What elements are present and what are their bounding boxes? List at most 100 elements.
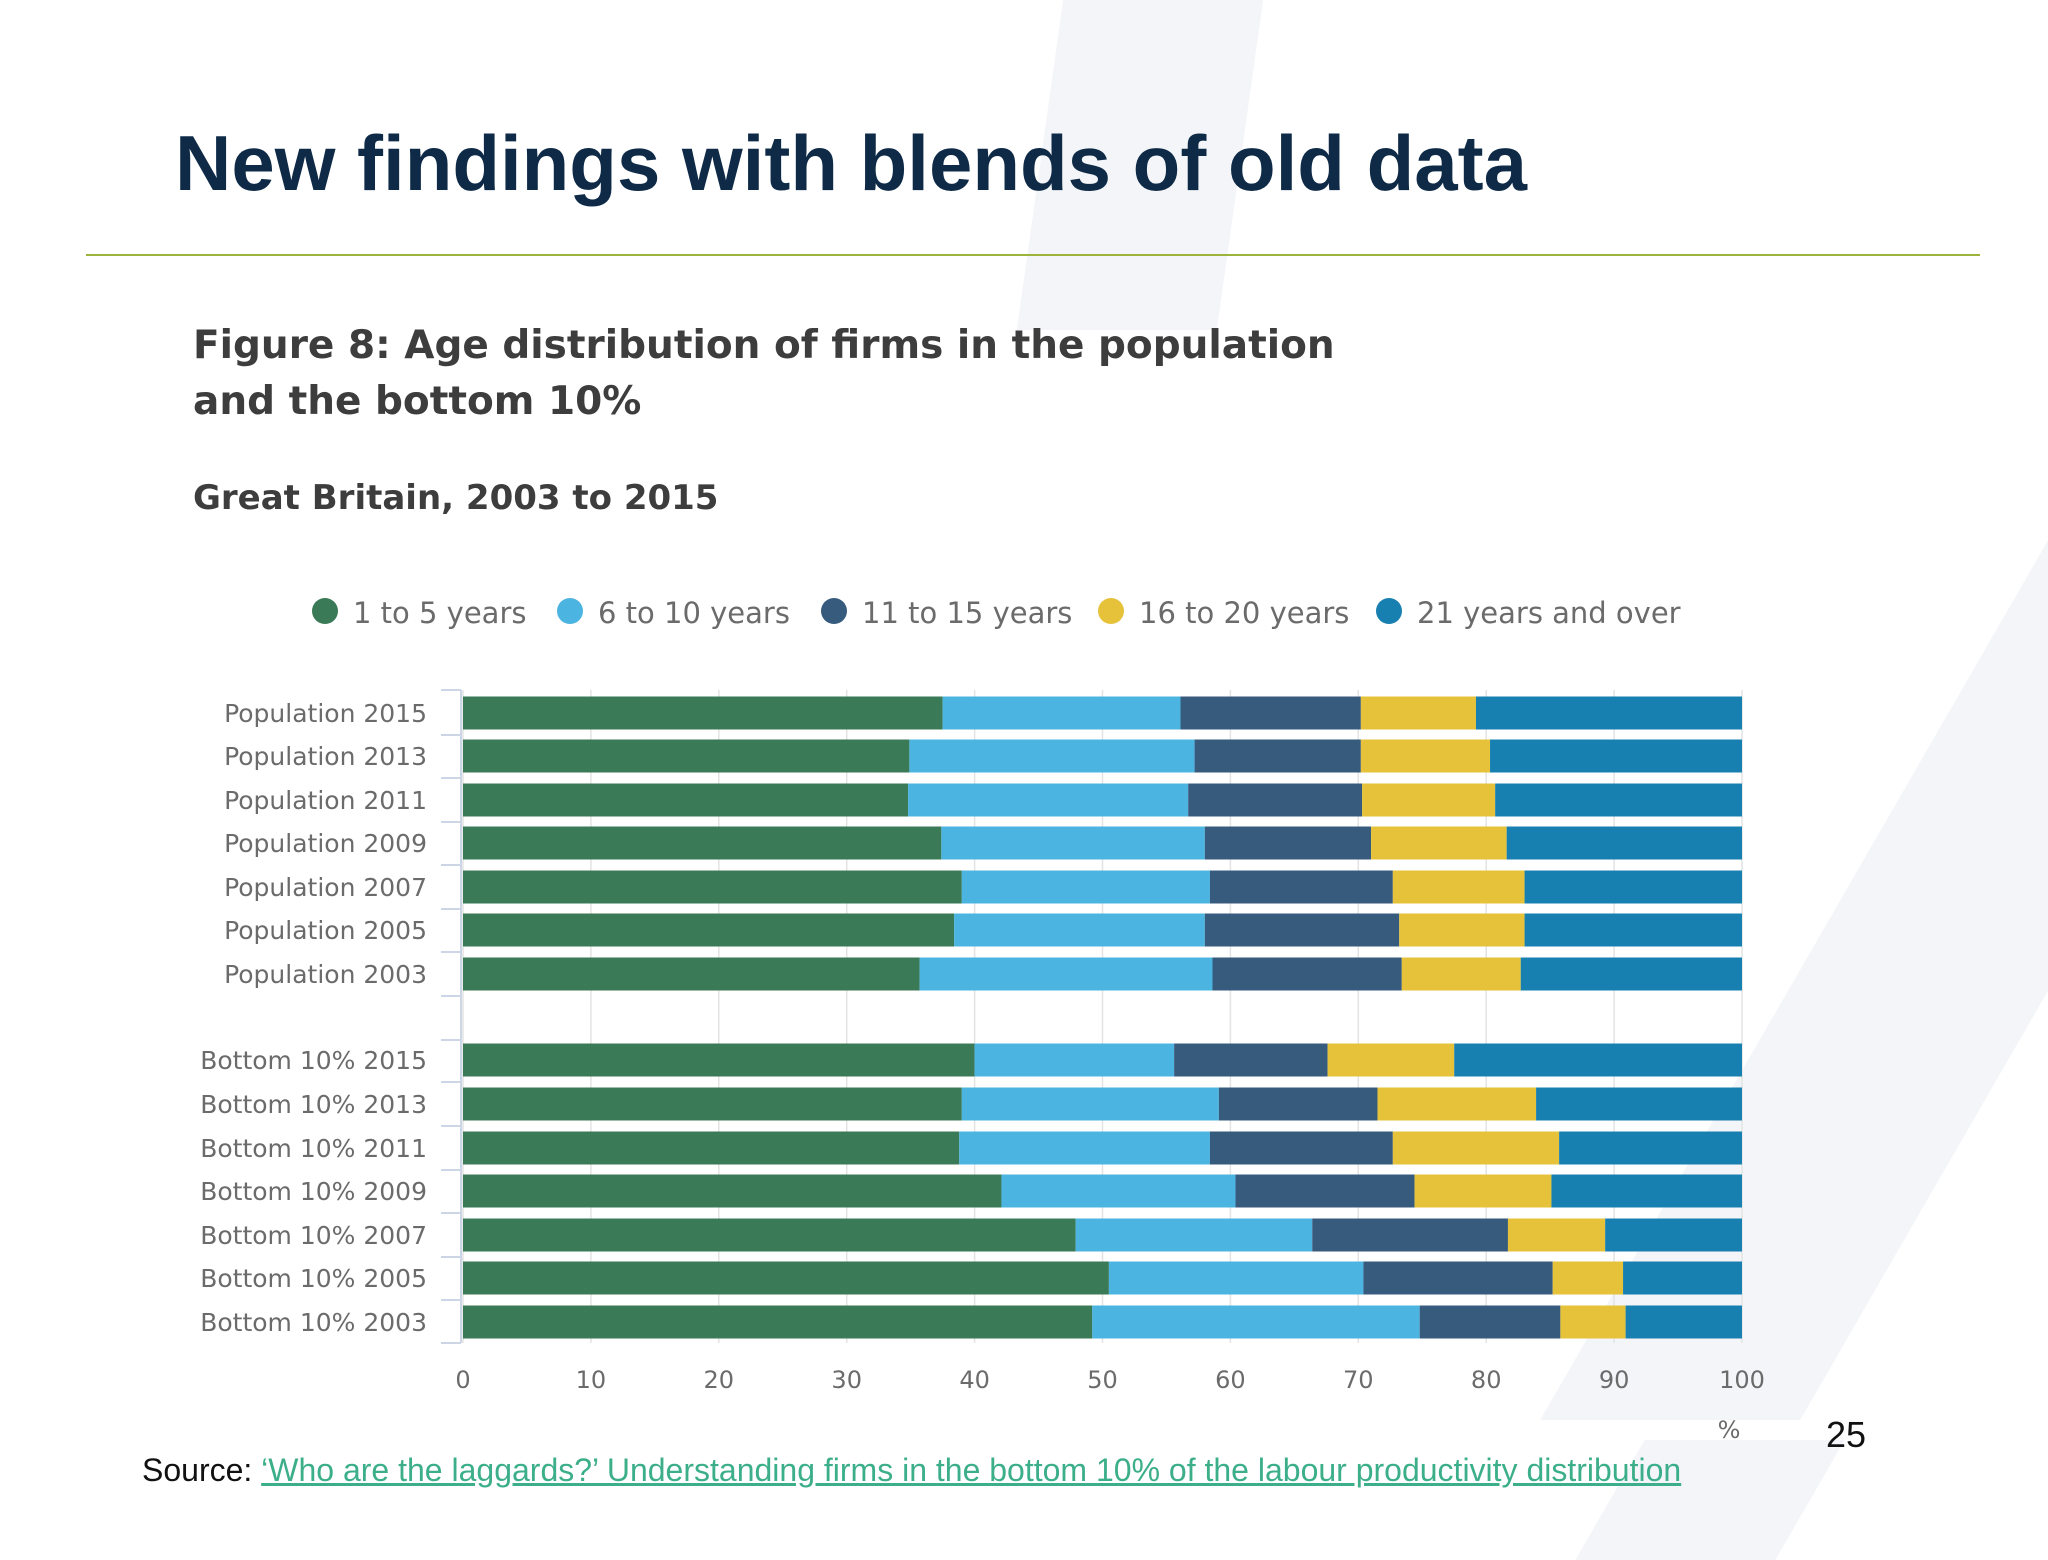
source-note: Source: ‘Who are the laggards?’ Understa… — [142, 1452, 1681, 1489]
bar-segment — [961, 1087, 1219, 1121]
x-tick-label: 70 — [1343, 1366, 1374, 1394]
category-label: Bottom 10% 2009 — [200, 1177, 427, 1206]
category-label: Bottom 10% 2007 — [200, 1221, 427, 1250]
legend-marker — [1098, 598, 1124, 624]
bar-segment — [1414, 1174, 1552, 1208]
bar-segment — [463, 1131, 960, 1165]
x-tick-label: 80 — [1471, 1366, 1502, 1394]
bar-segment — [1204, 913, 1400, 947]
category-label: Bottom 10% 2013 — [200, 1090, 427, 1119]
bar-segment — [463, 696, 943, 730]
bar-segment — [942, 696, 1181, 730]
legend-marker — [557, 598, 583, 624]
category-label: Population 2007 — [224, 873, 427, 902]
legend-label: 1 to 5 years — [353, 596, 526, 630]
bar-segment — [1188, 783, 1363, 817]
bar-segment — [909, 739, 1195, 773]
category-label: Bottom 10% 2015 — [200, 1046, 427, 1075]
bar-segment — [1506, 826, 1742, 860]
bar-segment — [1092, 1305, 1420, 1339]
bar-segment — [1536, 1087, 1742, 1121]
bar-segment — [463, 1261, 1109, 1295]
bar-segment — [1392, 870, 1525, 904]
bar-segment — [1180, 696, 1361, 730]
legend-label: 6 to 10 years — [598, 596, 790, 630]
legend-marker — [1376, 598, 1402, 624]
bar-segment — [1625, 1305, 1742, 1339]
bar-segment — [463, 1218, 1076, 1252]
page-number: 25 — [1826, 1414, 1867, 1455]
bar-segment — [1490, 739, 1742, 773]
bar-segment — [1001, 1174, 1236, 1208]
bar-segment — [954, 913, 1205, 947]
bar-segment — [1209, 870, 1393, 904]
bar-segment — [463, 1305, 1093, 1339]
bar-segment — [1520, 957, 1742, 991]
bar-segment — [463, 826, 942, 860]
bar-segment — [1605, 1218, 1742, 1252]
figure-subtitle: Great Britain, 2003 to 2015 — [193, 478, 719, 518]
bar-segment — [1218, 1087, 1378, 1121]
x-tick-label: 100 — [1719, 1366, 1765, 1394]
legend-label: 16 to 20 years — [1139, 596, 1349, 630]
slide-title: New findings with blends of old data — [175, 119, 1527, 207]
bar-segment — [1623, 1261, 1742, 1295]
x-tick-label: 40 — [959, 1366, 990, 1394]
bar-segment — [1507, 1218, 1606, 1252]
category-label: Population 2013 — [224, 742, 427, 771]
bar-segment — [463, 913, 955, 947]
bar-segment — [1108, 1261, 1364, 1295]
x-axis-label: % — [1718, 1416, 1741, 1440]
bar-segment — [463, 1174, 1002, 1208]
bar-segment — [463, 870, 962, 904]
x-tick-label: 90 — [1599, 1366, 1630, 1394]
category-label: Population 2003 — [224, 960, 427, 989]
source-link[interactable]: ‘Who are the laggards?’ Understanding fi… — [261, 1452, 1682, 1488]
category-label: Bottom 10% 2005 — [200, 1264, 427, 1293]
bar-segment — [1560, 1305, 1626, 1339]
category-label: Population 2015 — [224, 699, 427, 728]
bar-segment — [1524, 870, 1742, 904]
bar-segment — [1360, 696, 1476, 730]
x-tick-label: 60 — [1215, 1366, 1246, 1394]
stacked-bar-chart: 0 10 20 30 40 50 60 70 80 90 100% Population 2015 Po… — [200, 596, 1765, 1440]
bar-segment — [1392, 1131, 1560, 1165]
bar-segment — [1363, 1261, 1553, 1295]
legend-label: 11 to 15 years — [862, 596, 1072, 630]
bar-segment — [1312, 1218, 1508, 1252]
bar-segment — [1371, 826, 1507, 860]
figure-title: Figure 8: Age distribution of firms in t… — [193, 323, 1335, 424]
category-label: Bottom 10% 2003 — [200, 1308, 427, 1337]
bar-segment — [463, 1087, 962, 1121]
bar-segment — [1235, 1174, 1415, 1208]
bar-segment — [463, 957, 920, 991]
category-label: Population 2005 — [224, 916, 427, 945]
x-tick-label: 50 — [1087, 1366, 1118, 1394]
bar-segment — [919, 957, 1213, 991]
bar-segment — [1475, 696, 1742, 730]
bar-segment — [1552, 1261, 1624, 1295]
bar-segment — [1551, 1174, 1742, 1208]
bar-segment — [1360, 739, 1491, 773]
bar-segment — [463, 739, 910, 773]
category-label: Population 2011 — [224, 786, 427, 815]
bar-segment — [1495, 783, 1742, 817]
bar-segment — [908, 783, 1189, 817]
bar-segment — [1075, 1218, 1313, 1252]
source-prefix: Source: — [142, 1452, 262, 1488]
bar-segment — [1212, 957, 1402, 991]
bar-segment — [1377, 1087, 1537, 1121]
bar-segment — [959, 1131, 1210, 1165]
bar-segment — [1327, 1043, 1455, 1077]
bar-segment — [941, 826, 1205, 860]
legend-label: 21 years and over — [1417, 596, 1681, 630]
bar-segment — [961, 870, 1210, 904]
x-tick-label: 20 — [704, 1366, 735, 1394]
bar-segment — [1399, 913, 1525, 947]
legend-marker — [821, 598, 847, 624]
x-tick-label: 0 — [455, 1366, 470, 1394]
bar-segment — [463, 783, 909, 817]
bar-segment — [1524, 913, 1742, 947]
x-tick-label: 30 — [831, 1366, 862, 1394]
category-label: Bottom 10% 2011 — [200, 1134, 427, 1163]
